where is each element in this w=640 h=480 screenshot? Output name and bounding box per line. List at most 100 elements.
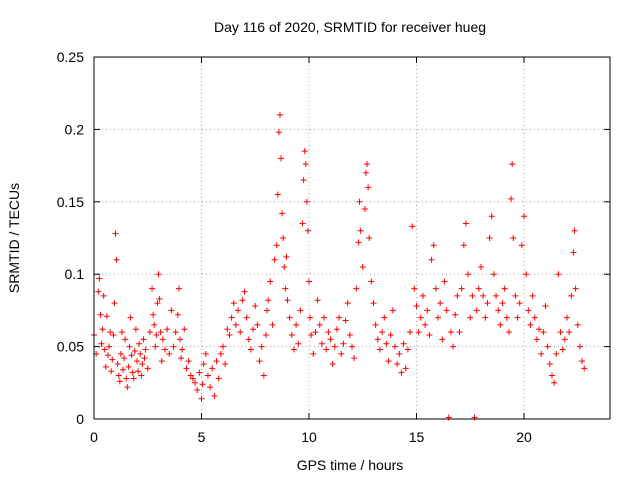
data-point [473,307,480,314]
data-point [204,372,211,379]
data-point [555,271,562,278]
data-point [516,300,523,307]
x-tick-label: 15 [409,429,425,445]
data-point [542,303,549,310]
data-point [561,336,568,343]
data-point [374,336,381,343]
data-point [140,336,147,343]
data-point [523,271,530,278]
data-point [387,332,394,339]
data-point [196,369,203,376]
data-point [239,297,246,304]
data-point [101,346,108,353]
data-point [144,365,151,372]
data-point [469,292,476,299]
data-point [437,300,444,307]
data-point [458,285,465,292]
data-point [114,360,121,367]
data-point [366,235,373,241]
data-point [155,271,162,278]
data-point [279,210,286,217]
data-point [178,355,185,362]
data-point [158,358,165,365]
data-point [398,369,405,376]
data-point [110,332,117,339]
data-point [185,358,192,365]
data-point [452,311,459,318]
data-point [540,329,547,336]
data-point [116,378,123,385]
data-point [579,358,586,365]
data-point [435,314,441,321]
data-point [170,343,177,350]
data-point [220,343,226,350]
data-point [121,355,128,362]
data-point [130,375,137,382]
data-point [126,343,133,350]
data-point [209,365,216,372]
data-point [572,285,579,292]
data-point [527,321,534,328]
data-point [118,329,125,336]
data-point [518,242,525,249]
data-point [361,206,368,213]
data-point [217,350,224,357]
data-point [362,169,369,176]
data-point [422,321,429,328]
data-point [419,292,426,299]
data-point [282,285,289,292]
data-point [370,300,377,307]
data-point [376,346,383,353]
data-point [499,300,506,307]
data-point [512,292,519,299]
data-point [295,340,302,347]
data-point [274,191,281,198]
data-point [415,329,422,336]
data-point [226,332,233,339]
data-point [183,365,190,372]
data-point [454,292,461,299]
data-point [308,332,315,339]
data-point [108,368,115,375]
data-point [281,263,288,270]
data-point [439,336,446,343]
data-point [450,343,457,350]
data-point [125,363,132,370]
data-point [273,242,280,249]
y-tick-label: 0.2 [65,121,85,137]
data-point [243,314,250,321]
data-point [432,285,439,292]
data-point [290,346,297,353]
data-point [379,329,386,336]
data-point [303,198,310,205]
data-point [152,343,159,350]
data-point [394,360,401,367]
data-point [325,329,332,336]
data-point [314,297,321,304]
data-point [501,285,508,292]
data-point [574,321,581,328]
x-tick-label: 5 [198,429,206,445]
data-point [192,379,199,386]
data-point [396,350,403,357]
data-point [150,311,157,318]
data-point [402,365,409,372]
data-point [153,332,160,339]
data-point [260,372,267,379]
data-point [293,321,300,328]
data-point [312,329,319,336]
data-point [407,329,414,336]
x-tick-label: 0 [90,429,98,445]
data-point [321,314,328,321]
data-point [514,314,521,321]
data-point [424,307,431,314]
data-point [124,384,131,391]
data-point [445,414,452,421]
data-point [525,307,532,314]
data-point [156,295,163,302]
data-point [356,198,363,205]
data-point [344,300,351,307]
data-point [168,307,175,314]
data-point [510,235,517,241]
data-point [269,321,276,328]
